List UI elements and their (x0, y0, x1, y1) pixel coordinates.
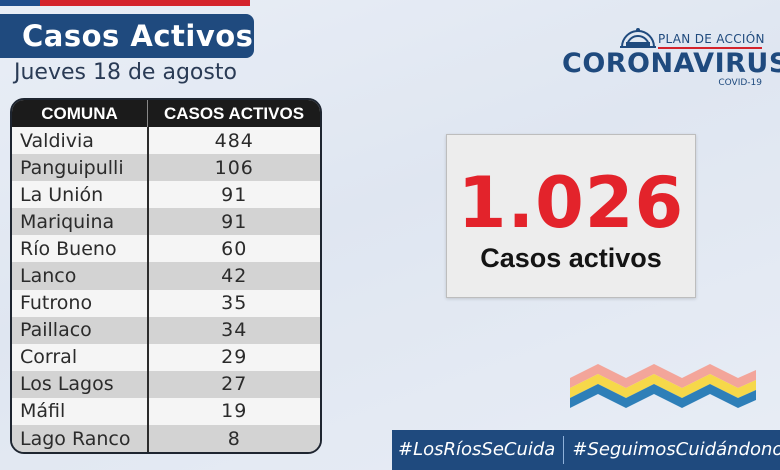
plan-label: PLAN DE ACCIÓN (658, 32, 765, 46)
comuna-cell: Máfil (12, 397, 149, 426)
comuna-cell: Los Lagos (12, 370, 149, 398)
table-row: Mariquina 91 (12, 208, 320, 236)
casos-cell: 42 (147, 262, 320, 290)
comuna-cell: Lanco (12, 262, 149, 290)
table-row: Lanco 42 (12, 262, 320, 290)
hashtag-losrios: #LosRíosSeCuida (398, 439, 556, 460)
table-row: Paillaco 34 (12, 316, 320, 344)
total-cases-label: Casos activos (480, 243, 662, 273)
comuna-cell: Lago Ranco (12, 425, 149, 452)
casos-cell: 19 (147, 397, 320, 426)
casos-cell: 106 (147, 154, 320, 182)
table-row: Río Bueno 60 (12, 235, 320, 263)
casos-cell: 27 (147, 370, 320, 398)
flag-strip (0, 0, 250, 6)
hashtag-banner: #LosRíosSeCuida #SeguimosCuidándonos (392, 430, 780, 470)
casos-cell: 8 (147, 425, 320, 452)
total-cases-card: 1.026 Casos activos (446, 134, 696, 298)
cases-table: COMUNA CASOS ACTIVOS Valdivia 484 Panguip… (10, 98, 322, 454)
casos-cell: 91 (147, 208, 320, 236)
comuna-cell: Valdivia (12, 127, 149, 155)
casos-cell: 91 (147, 181, 320, 209)
page-title: Casos Activos (0, 14, 254, 58)
dome-icon (620, 28, 656, 48)
comuna-cell: Panguipulli (12, 154, 149, 182)
comuna-cell: Paillaco (12, 316, 149, 344)
table-row: Futrono 35 (12, 289, 320, 317)
table-row: La Unión 91 (12, 181, 320, 209)
table-row: Lago Ranco 8 (12, 425, 320, 452)
date-label: Jueves 18 de agosto (14, 60, 237, 85)
casos-cell: 60 (147, 235, 320, 263)
table-header-row: COMUNA CASOS ACTIVOS (12, 100, 320, 127)
table-row: Los Lagos 27 (12, 370, 320, 398)
column-header-casos: CASOS ACTIVOS (147, 100, 320, 127)
coronavirus-logo: PLAN DE ACCIÓN CORONAVIRUS COVID-19 (562, 26, 780, 88)
casos-cell: 35 (147, 289, 320, 317)
casos-cell: 484 (147, 127, 320, 155)
column-header-comuna: COMUNA (12, 100, 148, 127)
comuna-cell: Futrono (12, 289, 149, 317)
wave-decoration (570, 364, 756, 408)
table-row: Valdivia 484 (12, 127, 320, 155)
covid-label: COVID-19 (718, 78, 762, 88)
table-row: Panguipulli 106 (12, 154, 320, 182)
casos-cell: 29 (147, 343, 320, 371)
casos-cell: 34 (147, 316, 320, 344)
coronavirus-label: CORONAVIRUS (562, 48, 780, 79)
comuna-cell: Mariquina (12, 208, 149, 236)
hashtag-seguimos: #SeguimosCuidándonos (572, 439, 780, 460)
comuna-cell: La Unión (12, 181, 149, 209)
total-cases-value: 1.026 (457, 162, 685, 244)
comuna-cell: Río Bueno (12, 235, 149, 263)
table-row: Corral 29 (12, 343, 320, 371)
comuna-cell: Corral (12, 343, 149, 371)
table-row: Máfil 19 (12, 397, 320, 426)
